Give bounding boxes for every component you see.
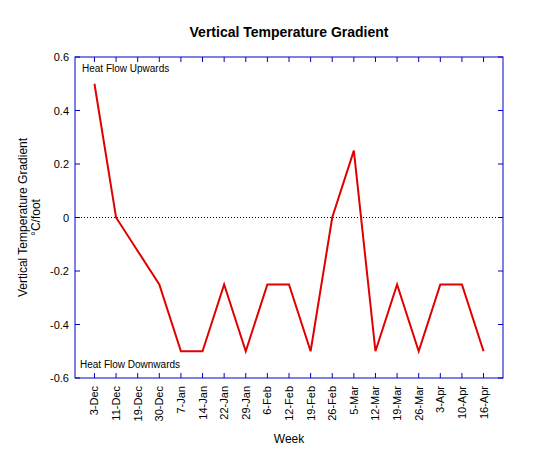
- annotation: Heat Flow Downwards: [80, 359, 180, 370]
- x-tick-top: [180, 57, 181, 62]
- y-tick-label: 0.4: [54, 105, 69, 117]
- x-tick-top: [159, 57, 160, 62]
- x-tick-label: 6-Feb: [261, 386, 273, 415]
- x-tick: [310, 373, 311, 378]
- x-tick: [332, 373, 333, 378]
- x-tick: [180, 373, 181, 378]
- x-tick-top: [116, 57, 117, 62]
- x-tick: [418, 373, 419, 378]
- y-tick-label: -0.6: [50, 372, 69, 384]
- x-tick-top: [332, 57, 333, 62]
- y-tick-right: [498, 378, 503, 379]
- y-axis-label-line: Vertical Temperature Gradient: [16, 137, 30, 297]
- x-tick-label: 12-Mar: [369, 386, 381, 421]
- x-tick-top: [289, 57, 290, 62]
- x-tick-label: 11-Dec: [110, 386, 122, 421]
- x-tick-label: 3-Apr: [434, 386, 446, 413]
- x-tick: [116, 373, 117, 378]
- x-tick: [375, 373, 376, 378]
- x-tick-top: [310, 57, 311, 62]
- y-tick-right: [498, 324, 503, 325]
- x-tick-top: [224, 57, 225, 62]
- y-tick-label: -0.4: [50, 319, 69, 331]
- x-tick-top: [353, 57, 354, 62]
- x-tick-top: [440, 57, 441, 62]
- x-tick: [397, 373, 398, 378]
- x-tick-label: 26-Feb: [326, 386, 338, 421]
- annotation: Heat Flow Upwards: [82, 63, 169, 74]
- plot-frame: [75, 57, 503, 378]
- x-tick-label: 16-Apr: [478, 386, 490, 419]
- y-tick-right: [498, 271, 503, 272]
- x-tick-label: 29-Jan: [240, 386, 252, 420]
- reference-line: [75, 217, 503, 218]
- x-tick-label: 3-Dec: [88, 386, 100, 416]
- x-tick-top: [202, 57, 203, 62]
- x-tick: [353, 373, 354, 378]
- x-tick-label: 12-Feb: [283, 386, 295, 421]
- x-tick-top: [483, 57, 484, 62]
- x-tick: [224, 373, 225, 378]
- y-tick-right: [498, 110, 503, 111]
- x-tick: [202, 373, 203, 378]
- title: Vertical Temperature Gradient: [190, 24, 389, 40]
- x-tick: [245, 373, 246, 378]
- x-tick-label: 30-Dec: [153, 386, 165, 422]
- y-tick-label: 0.6: [54, 51, 69, 63]
- x-tick-label: 14-Jan: [197, 386, 209, 420]
- x-tick-label: 19-Feb: [305, 386, 317, 421]
- x-tick-label: 19-Dec: [132, 386, 144, 422]
- y-tick: [75, 324, 80, 325]
- y-tick: [75, 164, 80, 165]
- y-tick-label: -0.2: [50, 265, 69, 277]
- x-tick-top: [267, 57, 268, 62]
- x-tick-top: [375, 57, 376, 62]
- y-axis-label-line: °C/foot: [29, 198, 43, 235]
- y-tick: [75, 110, 80, 111]
- y-tick: [75, 378, 80, 379]
- x-tick: [461, 373, 462, 378]
- x-tick-top: [418, 57, 419, 62]
- x-tick-label: 26-Mar: [413, 386, 425, 421]
- x-tick: [159, 373, 160, 378]
- x-tick: [137, 373, 138, 378]
- x-tick-top: [461, 57, 462, 62]
- x-tick-top: [137, 57, 138, 62]
- plot-area: [75, 84, 503, 352]
- chart: Vertical Temperature GradientVertical Te…: [0, 0, 540, 468]
- x-tick-label: 10-Apr: [456, 386, 468, 419]
- y-tick-right: [498, 164, 503, 165]
- x-tick: [289, 373, 290, 378]
- x-tick-label: 5-Mar: [348, 386, 360, 415]
- x-tick-label: 7-Jan: [175, 386, 187, 414]
- y-axis-label: Vertical Temperature Gradient°C/foot: [16, 137, 43, 297]
- x-tick-top: [94, 57, 95, 62]
- y-tick-right: [498, 57, 503, 58]
- x-tick: [94, 373, 95, 378]
- data-line: [94, 84, 483, 352]
- y-tick: [75, 271, 80, 272]
- x-tick-top: [397, 57, 398, 62]
- x-tick: [267, 373, 268, 378]
- y-tick-label: 0: [63, 212, 69, 224]
- x-tick-top: [245, 57, 246, 62]
- y-tick-label: 0.2: [54, 158, 69, 170]
- x-tick-label: 22-Jan: [218, 386, 230, 420]
- x-axis-label: Week: [274, 432, 305, 446]
- x-tick: [483, 373, 484, 378]
- x-tick: [440, 373, 441, 378]
- x-tick-label: 19-Mar: [391, 386, 403, 421]
- y-tick: [75, 57, 80, 58]
